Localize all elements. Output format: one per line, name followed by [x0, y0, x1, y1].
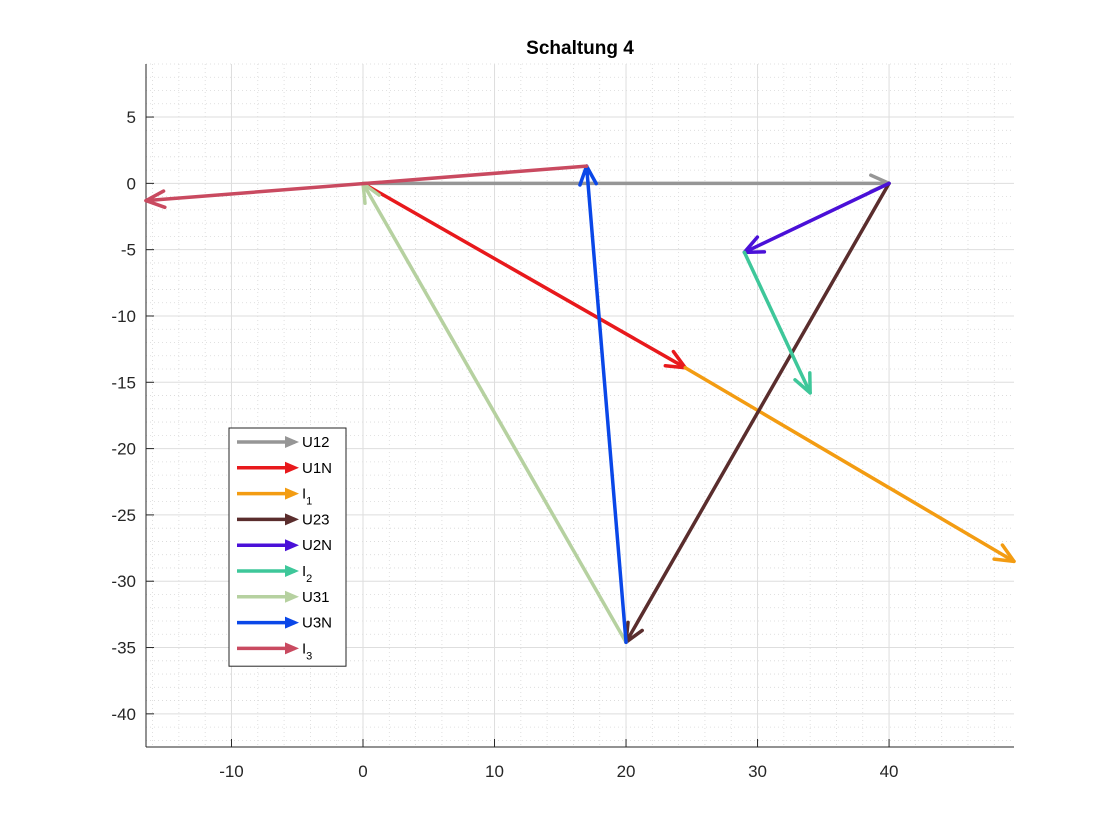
legend-entry-u12: U12	[237, 434, 330, 451]
legend-label: U3N	[302, 615, 332, 632]
legend: U12 U1N I1 U23 U2N I2 U31 U3N I3	[228, 427, 347, 667]
y-tick-label: -10	[111, 307, 136, 326]
legend-entry-i3: I3	[237, 640, 312, 662]
legend-label: U31	[302, 589, 330, 606]
y-tick-label: -15	[111, 373, 136, 392]
legend-swatch	[237, 616, 299, 629]
legend-entry-u31: U31	[237, 589, 330, 606]
legend-swatch	[237, 565, 299, 577]
vector-i3	[144, 164, 589, 210]
legend-entry-i1: I1	[237, 486, 312, 508]
legend-swatch	[237, 642, 299, 655]
y-tick-label: 0	[127, 174, 136, 193]
y-tick-label: -25	[111, 506, 136, 525]
legend-label: U1N	[302, 460, 332, 477]
legend-swatch	[237, 436, 299, 448]
y-tick-label: -30	[111, 572, 136, 591]
legend-swatch	[237, 539, 299, 552]
legend-swatch	[237, 461, 299, 474]
x-tick-label: 0	[358, 762, 367, 781]
y-tick-label: -20	[111, 440, 136, 459]
legend-label: U2N	[302, 537, 332, 554]
chart-title: Schaltung 4	[526, 38, 634, 59]
legend-label: U12	[302, 434, 330, 451]
x-tick-label: -10	[219, 762, 244, 781]
vector-i2	[742, 250, 812, 395]
y-tick-label: -40	[111, 705, 136, 724]
legend-entry-u3n: U3N	[237, 615, 332, 632]
vector-i1	[683, 365, 1016, 564]
y-tick-label: -35	[111, 639, 136, 658]
legend-label: I3	[302, 640, 312, 662]
x-tick-label: 40	[880, 762, 899, 781]
legend-swatch	[237, 590, 299, 603]
x-tick-label: 30	[748, 762, 767, 781]
legend-label: U23	[302, 511, 330, 528]
legend-swatch	[237, 487, 299, 500]
legend-entry-u1n: U1N	[237, 460, 332, 477]
y-tick-label: 5	[127, 108, 136, 127]
legend-entry-i2: I2	[237, 563, 312, 585]
x-tick-label: 10	[485, 762, 504, 781]
legend-entry-u2n: U2N	[237, 537, 332, 554]
x-tick-label: 20	[617, 762, 636, 781]
legend-entry-u23: U23	[237, 511, 330, 528]
legend-label: I1	[302, 486, 312, 508]
y-tick-label: -5	[121, 241, 136, 260]
legend-label: I2	[302, 563, 312, 585]
legend-swatch	[237, 513, 299, 526]
